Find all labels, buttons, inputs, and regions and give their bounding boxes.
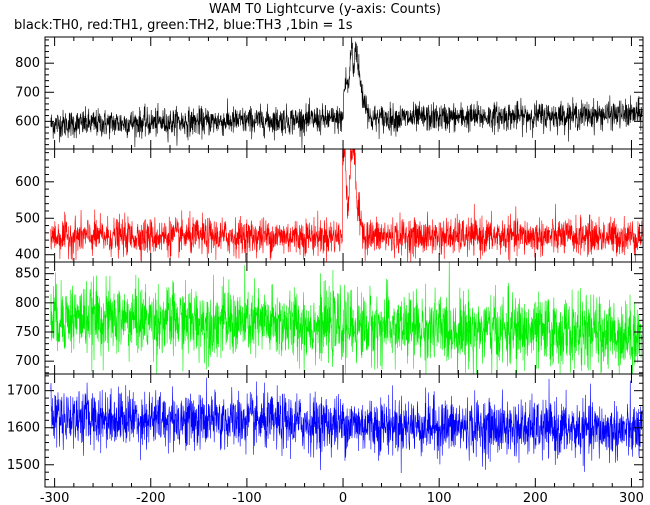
y-tick-label: 1600 [7, 421, 40, 436]
x-tick-label: 300 [619, 491, 644, 505]
panel-frame-th3 [44, 373, 644, 488]
series-line-th3 [50, 377, 643, 474]
x-tick-label: -100 [232, 491, 262, 505]
y-tick-label: 1500 [7, 458, 40, 473]
chart-title: WAM T0 Lightcurve (y-axis: Counts) [209, 2, 441, 17]
series-line-th2 [50, 262, 643, 374]
y-tick-label: 500 [15, 211, 40, 226]
x-tick-label: -200 [136, 491, 166, 505]
y-tick-label: 800 [15, 56, 40, 71]
y-tick-label: 400 [15, 248, 40, 263]
y-tick-label: 700 [15, 85, 40, 100]
x-tick-label: 0 [339, 491, 347, 505]
y-tick-label: 700 [15, 354, 40, 369]
series-line-th0 [50, 37, 643, 149]
y-tick-label: 600 [15, 175, 40, 190]
x-tick-label: 100 [427, 491, 452, 505]
x-tick-label: 200 [523, 491, 548, 505]
series-line-th1 [50, 149, 643, 262]
y-tick-label: 600 [15, 114, 40, 129]
y-tick-label: 850 [15, 267, 40, 282]
y-tick-label: 750 [15, 325, 40, 340]
chart-subtitle: black:TH0, red:TH1, green:TH2, blue:TH3 … [14, 18, 353, 33]
y-tick-label: 800 [15, 296, 40, 311]
x-tick-label: -300 [40, 491, 70, 505]
y-tick-label: 1700 [7, 384, 40, 399]
